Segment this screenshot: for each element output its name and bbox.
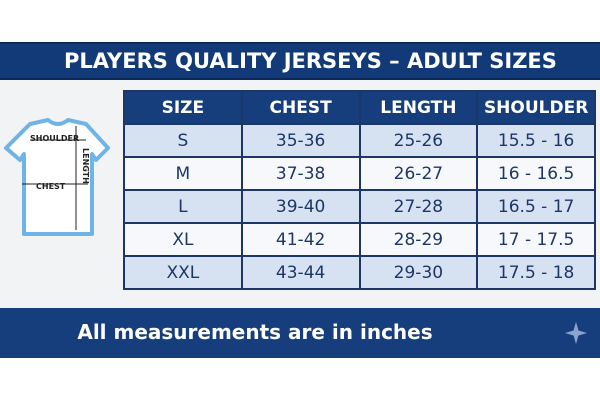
footer-note: All measurements are in inches bbox=[77, 320, 433, 344]
table-cell: 35-36 bbox=[240, 123, 361, 158]
column-header: SHOULDER bbox=[476, 90, 596, 125]
table-cell: 37-38 bbox=[240, 156, 361, 191]
length-label: LENGTH bbox=[81, 148, 90, 184]
table-cell: 26-27 bbox=[358, 156, 479, 191]
table-cell: 29-30 bbox=[358, 255, 479, 290]
table-cell: 16.5 - 17 bbox=[476, 189, 596, 224]
table-cell: XL bbox=[123, 222, 243, 257]
table-cell: 17 - 17.5 bbox=[476, 222, 596, 257]
column-header: LENGTH bbox=[358, 90, 479, 125]
table-cell: S bbox=[123, 123, 243, 158]
table-cell: 39-40 bbox=[240, 189, 361, 224]
chest-label: CHEST bbox=[36, 182, 66, 191]
table-cell: 17.5 - 18 bbox=[476, 255, 596, 290]
table-row: XL 41-42 28-29 17 - 17.5 bbox=[123, 222, 596, 257]
table-cell: 28-29 bbox=[358, 222, 479, 257]
table-cell: 25-26 bbox=[358, 123, 479, 158]
size-table: SIZE CHEST LENGTH SHOULDER S 35-36 25-26 15.5 -… bbox=[123, 90, 596, 290]
table-cell: 43-44 bbox=[240, 255, 361, 290]
table-row: XXL 43-44 29-30 17.5 - 18 bbox=[123, 255, 596, 290]
jersey-diagram: SHOULDER LENGTH CHEST bbox=[4, 118, 110, 236]
table-cell: 41-42 bbox=[240, 222, 361, 257]
table-cell: M bbox=[123, 156, 243, 191]
table-row: M 37-38 26-27 16 - 16.5 bbox=[123, 156, 596, 191]
table-cell: XXL bbox=[123, 255, 243, 290]
footer-band: All measurements are in inches bbox=[0, 308, 600, 358]
table-row: S 35-36 25-26 15.5 - 16 bbox=[123, 123, 596, 158]
title-band: PLAYERS QUALITY JERSEYS – ADULT SIZES bbox=[0, 42, 600, 80]
table-cell: 15.5 - 16 bbox=[476, 123, 596, 158]
column-header: SIZE bbox=[123, 90, 243, 125]
sparkle-icon bbox=[565, 322, 587, 344]
table-cell: L bbox=[123, 189, 243, 224]
table-row: L 39-40 27-28 16.5 - 17 bbox=[123, 189, 596, 224]
column-header: CHEST bbox=[240, 90, 361, 125]
table-cell: 16 - 16.5 bbox=[476, 156, 596, 191]
title: PLAYERS QUALITY JERSEYS – ADULT SIZES bbox=[64, 49, 557, 73]
table-cell: 27-28 bbox=[358, 189, 479, 224]
shoulder-label: SHOULDER bbox=[30, 134, 79, 143]
